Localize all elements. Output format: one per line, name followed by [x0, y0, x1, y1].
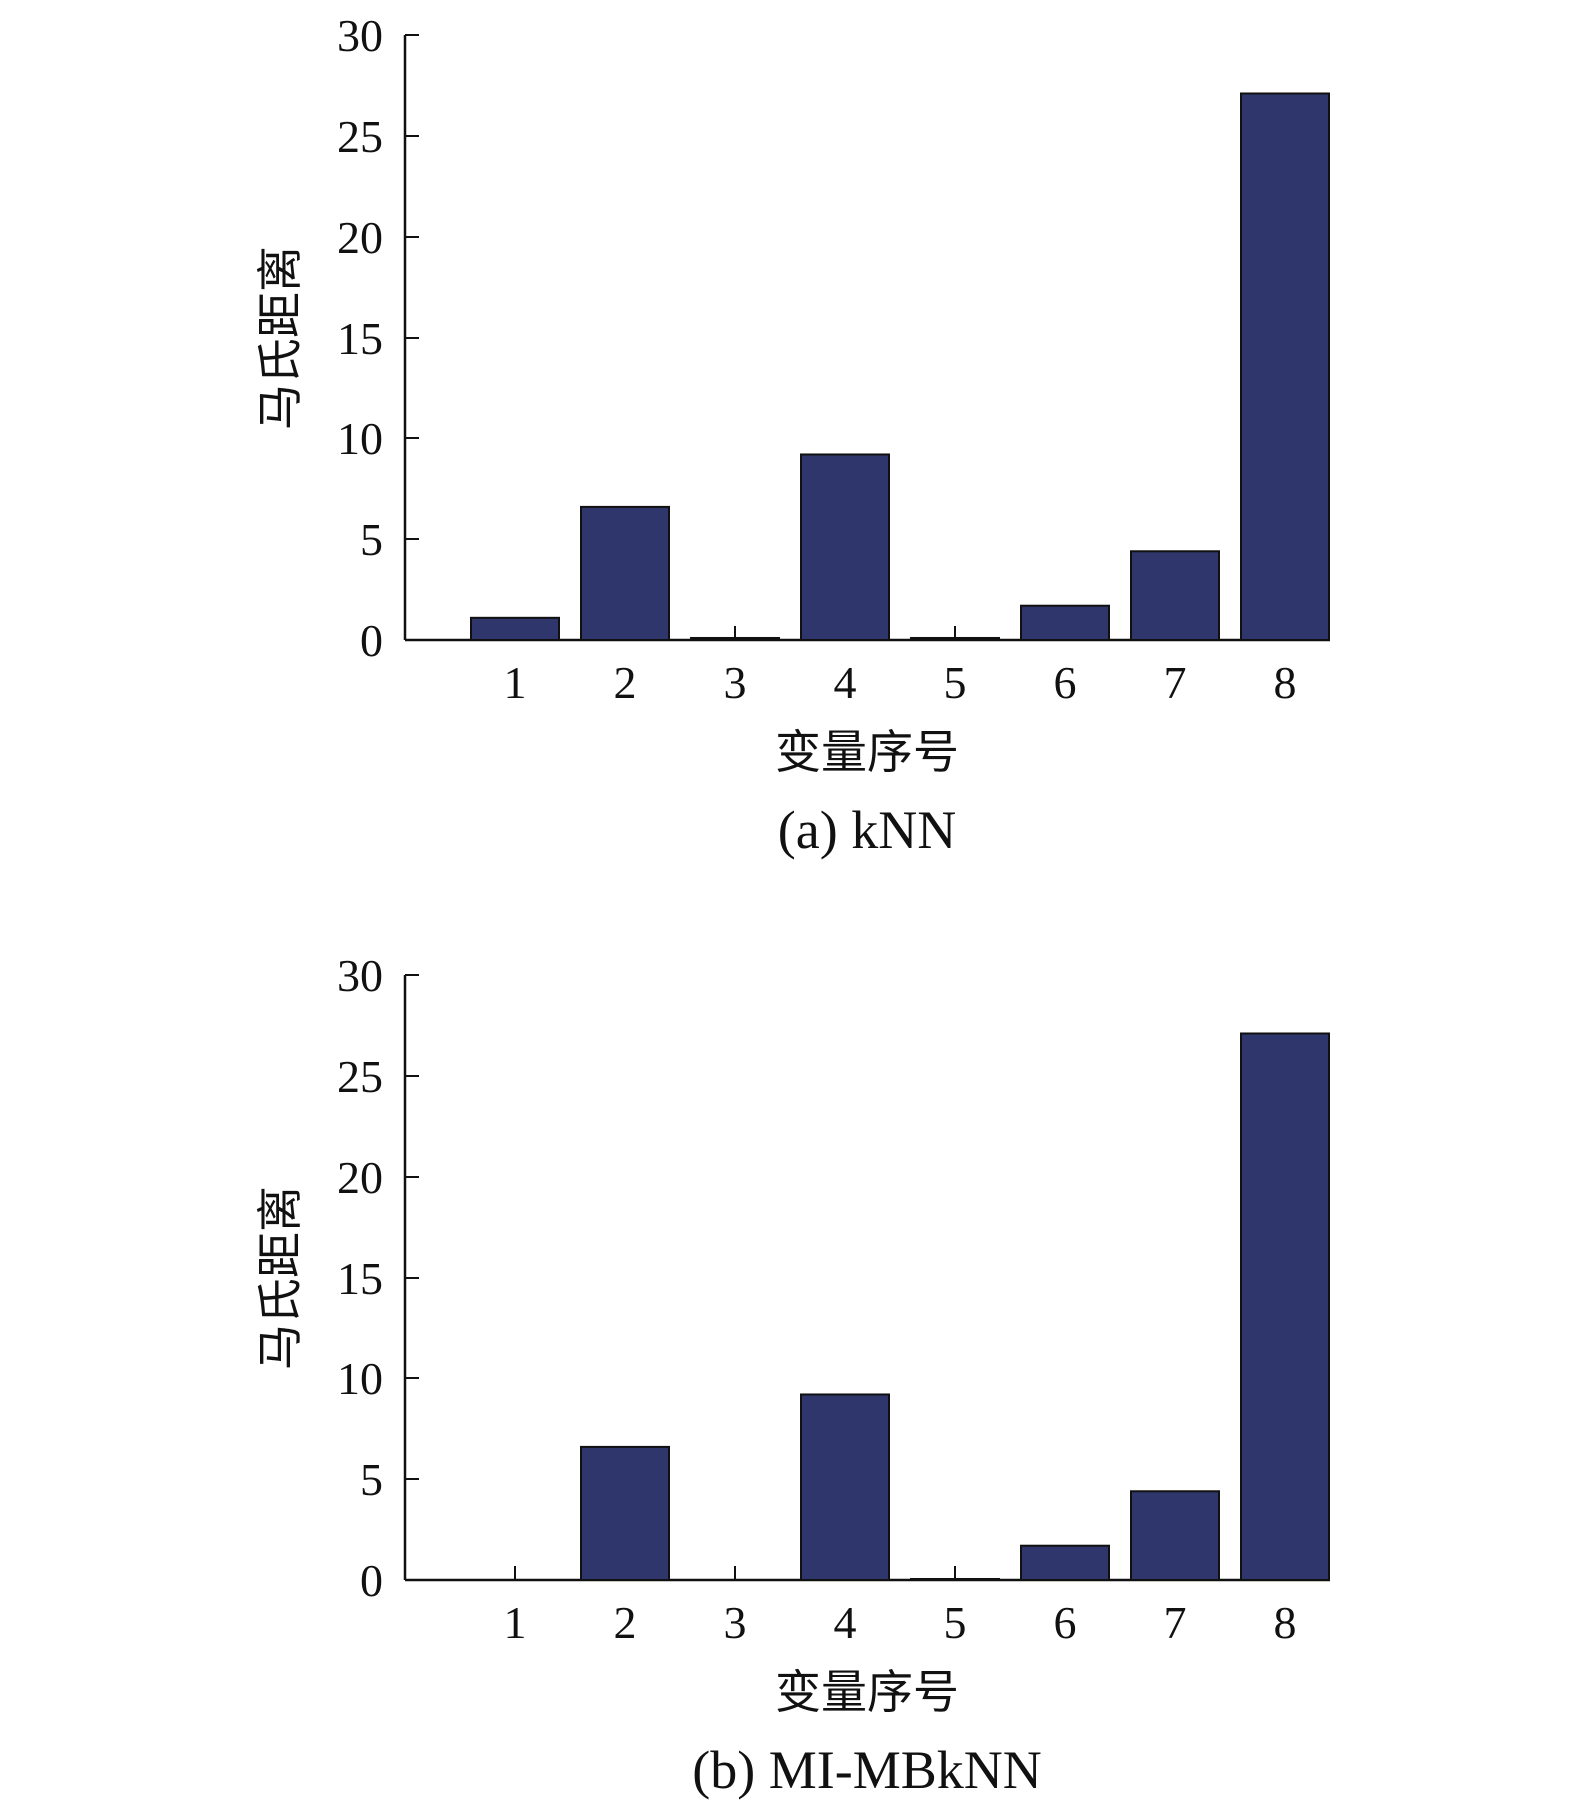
- bar-5: [910, 1577, 1000, 1582]
- caption-b: (b) MI-MBkNN: [692, 1740, 1041, 1800]
- x-tick-label: 7: [1164, 657, 1187, 708]
- y-tick-label: 5: [360, 514, 383, 565]
- bar-8: [1240, 1032, 1330, 1581]
- y-tick-label: 25: [337, 1051, 383, 1102]
- chart-panel-b: 0 5 10 15 20 25 30 1 2 3 4 5 6 7 8 马: [253, 950, 1330, 1800]
- y-axis-title-a: 马氏距离: [253, 246, 307, 430]
- y-tick-label: 15: [337, 313, 383, 364]
- x-tick-label: 8: [1274, 1597, 1297, 1648]
- x-tick-label: 6: [1054, 1597, 1077, 1648]
- bar-6: [1020, 1544, 1110, 1582]
- y-tick-label: 30: [337, 950, 383, 1001]
- caption-a: (a) kNN: [778, 800, 956, 860]
- x-tick-label: 7: [1164, 1597, 1187, 1648]
- y-tick-label: 20: [337, 1152, 383, 1203]
- bar-6: [1020, 604, 1110, 642]
- bar-3: [690, 636, 780, 642]
- x-tick-label: 2: [614, 657, 637, 708]
- x-tick-label: 3: [724, 657, 747, 708]
- y-tick-label: 15: [337, 1253, 383, 1304]
- y-axis-title-b: 马氏距离: [253, 1186, 307, 1370]
- y-tick-label: 0: [360, 615, 383, 666]
- bar-7: [1130, 550, 1220, 641]
- chart-panel-a: 0 5 10 15 20 25 30 1 2 3 4 5 6 7 8 马: [253, 10, 1330, 860]
- bar-4: [800, 453, 890, 642]
- x-axis-title-b: 变量序号: [775, 1665, 959, 1719]
- y-tick-label: 0: [360, 1555, 383, 1606]
- x-tick-label: 6: [1054, 657, 1077, 708]
- y-tick-label: 20: [337, 212, 383, 263]
- bars-b: [580, 1032, 1330, 1582]
- y-tick-label: 10: [337, 413, 383, 464]
- bar-8: [1240, 92, 1330, 641]
- bar-4: [800, 1393, 890, 1582]
- y-tick-label: 30: [337, 10, 383, 61]
- x-tick-label: 3: [724, 1597, 747, 1648]
- x-tick-label: 4: [834, 1597, 857, 1648]
- y-tick-label: 5: [360, 1454, 383, 1505]
- x-axis-title-a: 变量序号: [775, 725, 959, 779]
- y-tick-label: 10: [337, 1353, 383, 1404]
- x-tick-label: 5: [944, 657, 967, 708]
- bar-2: [580, 1445, 670, 1582]
- x-tick-label: 1: [504, 1597, 527, 1648]
- bar-7: [1130, 1490, 1220, 1582]
- bar-5: [910, 636, 1000, 642]
- y-tick-label: 25: [337, 111, 383, 162]
- x-tick-label: 4: [834, 657, 857, 708]
- bars-a: [470, 92, 1330, 642]
- y-ticks-a: 0 5 10 15 20 25 30: [337, 10, 419, 666]
- x-tick-label: 1: [504, 657, 527, 708]
- bar-1: [470, 616, 560, 641]
- x-tick-label: 8: [1274, 657, 1297, 708]
- x-tick-label: 2: [614, 1597, 637, 1648]
- x-tick-label: 5: [944, 1597, 967, 1648]
- bar-2: [580, 505, 670, 641]
- x-ticks-b: 1 2 3 4 5 6 7 8: [504, 1566, 1297, 1648]
- y-ticks-b: 0 5 10 15 20 25 30: [337, 950, 419, 1606]
